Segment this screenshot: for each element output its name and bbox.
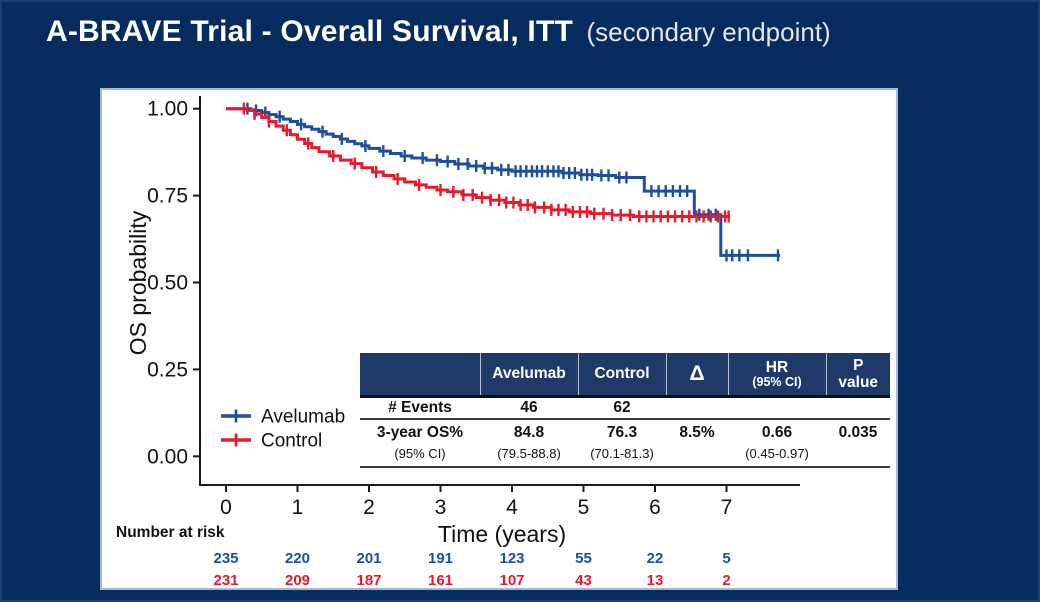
km-series-control — [226, 102, 731, 223]
legend: Avelumab Control — [221, 407, 345, 452]
svg-text:0.75: 0.75 — [147, 185, 188, 208]
svg-text:43: 43 — [575, 572, 592, 588]
censor-marks-avelumab — [246, 102, 780, 262]
subtitle-text: (secondary endpoint) — [586, 17, 831, 47]
svg-text:1.00: 1.00 — [147, 98, 188, 121]
svg-text:231: 231 — [213, 572, 238, 588]
svg-text:OS probability: OS probability — [125, 210, 151, 355]
risk-row-control: 231 209 187 161 107 43 13 2 — [213, 572, 730, 588]
svg-text:235: 235 — [213, 550, 238, 567]
header-control: Control — [578, 353, 667, 398]
risk-row-avelumab: 235 220 201 191 123 55 22 5 — [213, 550, 730, 567]
svg-text:187: 187 — [356, 572, 381, 588]
header-pvalue: P value — [826, 353, 890, 398]
svg-text:5: 5 — [578, 496, 590, 519]
svg-text:0.50: 0.50 — [147, 272, 188, 295]
ci-avelumab: (79.5-88.8) — [480, 444, 578, 468]
svg-text:3: 3 — [435, 496, 447, 519]
ci-pvalue — [826, 444, 890, 468]
svg-text:123: 123 — [499, 550, 524, 567]
ci-label: (95% CI) — [360, 444, 480, 468]
svg-text:2: 2 — [722, 572, 730, 588]
results-header-row: Avelumab Control Δ HR (95% CI) P value — [360, 353, 890, 398]
svg-text:22: 22 — [647, 550, 664, 567]
svg-text:209: 209 — [285, 572, 310, 588]
risk-table: Number at risk 235 220 201 191 123 55 22 5 231 209… — [116, 524, 731, 588]
svg-text:5: 5 — [722, 550, 730, 567]
header-hr: HR (95% CI) — [728, 353, 827, 398]
header-p-line2: value — [838, 374, 879, 391]
svg-text:2: 2 — [363, 496, 375, 519]
axes: 0.00 0.25 0.50 0.75 1.00 0 1 2 3 4 5 6 7 — [147, 96, 800, 519]
chart-panel: 0.00 0.25 0.50 0.75 1.00 0 1 2 3 4 5 6 7 Time (years)… — [100, 88, 898, 590]
y-axis-label: OS probability — [125, 210, 151, 355]
svg-text:1: 1 — [292, 496, 304, 519]
header-blank-cell — [360, 353, 481, 398]
risk-table-label: Number at risk — [116, 524, 225, 541]
legend-label-avelumab: Avelumab — [261, 407, 345, 428]
censor-marks-control — [242, 102, 730, 223]
events-hr — [728, 396, 826, 420]
os-avelumab: 84.8 — [513, 424, 545, 441]
os-hr: 0.66 — [761, 424, 793, 441]
svg-text:13: 13 — [647, 572, 664, 588]
events-pvalue — [826, 396, 890, 420]
svg-text:161: 161 — [428, 572, 453, 588]
svg-text:220: 220 — [285, 550, 310, 567]
header-hr-line2: (95% CI) — [752, 375, 802, 389]
os-delta: 8.5% — [679, 424, 715, 441]
os-label: 3-year OS% — [376, 424, 464, 441]
slide-title: A-BRAVE Trial - Overall Survival, ITT (s… — [46, 14, 831, 55]
title-text: A-BRAVE Trial - Overall Survival, ITT — [46, 15, 573, 48]
events-label: # Events — [360, 396, 480, 420]
km-curve-avelumab — [226, 107, 781, 257]
svg-text:201: 201 — [356, 550, 381, 567]
svg-text:191: 191 — [428, 550, 453, 567]
results-table: Avelumab Control Δ HR (95% CI) P value — [360, 353, 890, 468]
svg-text:0: 0 — [220, 496, 232, 519]
events-avelumab: 46 — [480, 396, 578, 420]
header-delta: Δ — [666, 353, 729, 398]
events-delta — [666, 396, 728, 420]
events-control: 62 — [578, 396, 666, 420]
ci-hr: (0.45-0.97) — [728, 444, 826, 468]
header-hr-line1: HR — [765, 359, 789, 376]
header-p-line1: P — [853, 357, 864, 374]
svg-text:4: 4 — [506, 496, 518, 519]
os-control: 76.3 — [606, 424, 638, 441]
x-axis-label: Time (years) — [438, 521, 566, 547]
svg-text:6: 6 — [649, 496, 661, 519]
km-series-avelumab — [226, 102, 781, 262]
ci-control: (70.1-81.3) — [578, 444, 666, 468]
svg-text:0.25: 0.25 — [147, 358, 188, 381]
svg-text:7: 7 — [721, 496, 733, 519]
row-95ci: (95% CI) (79.5-88.8) (70.1-81.3) (0.45-0… — [360, 444, 890, 468]
svg-text:107: 107 — [499, 572, 524, 588]
os-pvalue: 0.035 — [838, 424, 878, 441]
svg-text:55: 55 — [575, 550, 592, 567]
svg-text:Time (years): Time (years) — [438, 521, 566, 547]
km-curve-control — [226, 107, 731, 218]
row-events: # Events 46 62 — [360, 396, 890, 420]
row-3year-os: 3-year OS% 84.8 76.3 8.5% 0.66 0.035 — [360, 419, 890, 444]
legend-label-control: Control — [261, 431, 322, 452]
svg-text:0.00: 0.00 — [147, 445, 188, 468]
header-avelumab: Avelumab — [480, 353, 579, 398]
ci-delta — [666, 444, 728, 468]
results-table-wrap: Avelumab Control Δ HR (95% CI) P value — [360, 353, 890, 468]
